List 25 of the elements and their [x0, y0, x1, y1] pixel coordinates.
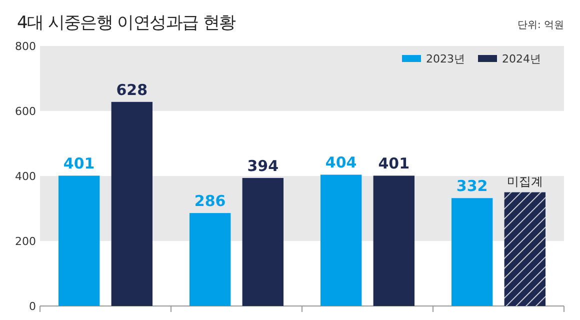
- bar: [451, 198, 493, 306]
- bar: [58, 176, 100, 306]
- data-label: 미집계: [506, 174, 543, 188]
- legend-label: 2023년: [426, 52, 465, 66]
- y-tick-label: 400: [15, 170, 36, 183]
- data-label: 286: [194, 192, 226, 210]
- bar: [373, 176, 415, 306]
- bar: [242, 178, 284, 306]
- text: 단위: 억원: [517, 20, 564, 31]
- data-label: 628: [116, 80, 148, 99]
- bar: [189, 213, 231, 306]
- data-label: 332: [456, 177, 488, 196]
- chart-title: 4대 시중은행 이연성과급 현황: [17, 13, 236, 33]
- y-tick-label: 200: [15, 234, 36, 248]
- y-tick-label: 600: [15, 104, 36, 118]
- bar: [504, 192, 546, 306]
- bar: [320, 174, 362, 306]
- data-label: 401: [378, 154, 410, 173]
- data-label: 394: [247, 156, 279, 175]
- y-tick-label: 0: [29, 300, 36, 313]
- data-label: 404: [325, 154, 357, 172]
- bar: [111, 102, 153, 306]
- legend-label: 2024년: [502, 52, 541, 66]
- y-tick-label: 800: [15, 40, 36, 53]
- data-label: 401: [63, 154, 95, 173]
